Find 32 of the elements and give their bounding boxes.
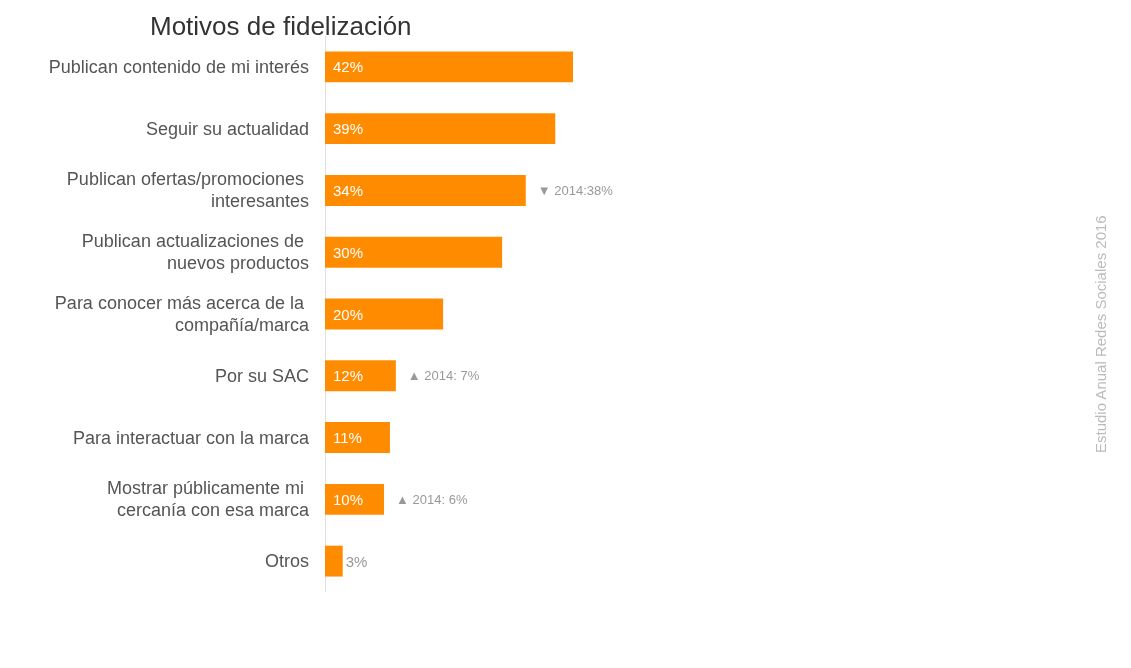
- data-label: 12%: [333, 367, 364, 385]
- y-tick-label: Para interactuar con la marca: [72, 427, 310, 448]
- text: Estudio Anual Redes Sociales 2016: [1092, 215, 1109, 453]
- bar: [325, 175, 526, 206]
- y-tick-label: Publican ofertas/promociones interesantes: [66, 169, 309, 212]
- data-label: 3%: [345, 552, 368, 570]
- y-tick-label: Seguir su actualidad: [145, 118, 309, 139]
- bar: [325, 422, 390, 453]
- bar: [325, 360, 396, 392]
- bar: [325, 483, 385, 515]
- bar: [325, 236, 503, 268]
- y-tick-label: Publican contenido de mi interés: [48, 56, 309, 77]
- data-label: 39%: [333, 120, 364, 138]
- annotation: ▼ 2014:38%: [537, 182, 614, 198]
- annotation: ▲ 2014: 7%: [407, 368, 480, 384]
- y-tick-label: Para conocer más acerca de la compañía/marca: [54, 293, 310, 335]
- data-label: 20%: [333, 305, 364, 323]
- y-tick-label: Otros: [264, 551, 309, 572]
- data-label: 42%: [333, 58, 364, 76]
- data-label: 30%: [333, 243, 364, 261]
- bar: [325, 298, 444, 330]
- y-tick-label: Por su SAC: [214, 365, 309, 386]
- annotation: ▲ 2014: 6%: [396, 491, 468, 507]
- data-label: 10%: [333, 490, 364, 508]
- data-label: 11%: [333, 429, 362, 447]
- y-tick-label: Publican actualizaciones de nuevos productos: [81, 231, 309, 274]
- bar: [325, 113, 556, 145]
- chart-title: Motivos de fidelización: [150, 11, 412, 41]
- y-tick-label: Mostrar públicamente mi cercanía con esa marca: [106, 478, 310, 521]
- bar: [325, 51, 573, 83]
- bar: [325, 545, 343, 577]
- data-label: 34%: [333, 181, 364, 199]
